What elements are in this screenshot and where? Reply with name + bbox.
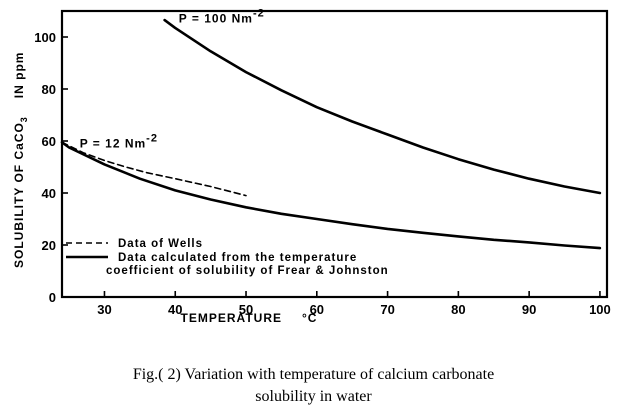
- pressure-annotation-1: P = 100 Nm-2: [179, 8, 265, 26]
- x-axis-title: TEMPERATURE: [181, 311, 282, 325]
- series-line-2-solid: [60, 141, 602, 250]
- pressure-annotation-exponent: -2: [146, 133, 158, 145]
- annotation-layer: P = 100 Nm-2P = 12 Nm-2: [80, 8, 265, 151]
- legend: Data of Wells Data calculated from the t…: [66, 238, 389, 277]
- y-tick-label: 40: [42, 186, 56, 201]
- y-tick-label: 0: [49, 290, 56, 305]
- figure-caption-line1: Fig.( 2) Variation with temperature of c…: [132, 366, 495, 383]
- x-tick-label: 70: [380, 302, 394, 317]
- x-tick-label: 30: [97, 302, 111, 317]
- y-axis-title-subscript: 3: [19, 116, 29, 122]
- figure-caption-line2: solubility in water: [255, 388, 372, 405]
- y-axis-title-main: SOLUBILITY OF CaCO: [12, 122, 26, 268]
- y-axis-title-tail: IN ppm: [12, 52, 26, 99]
- pressure-annotation-exponent: -2: [253, 8, 265, 20]
- series-line-1-solid: [163, 18, 602, 195]
- legend-entry-calculated: Data calculated from the temperature: [118, 252, 357, 264]
- x-axis-unit: °C: [302, 311, 317, 325]
- legend-entry-calculated-line2: coefficient of solubility of Frear & Joh…: [106, 265, 389, 277]
- x-tick-label: 40: [168, 302, 182, 317]
- x-tick-label: 80: [451, 302, 465, 317]
- x-tick-label: 90: [522, 302, 536, 317]
- pressure-annotation-text: P = 100 Nm: [179, 12, 253, 26]
- x-tick-label: 100: [589, 302, 611, 317]
- y-tick-label: 60: [42, 134, 56, 149]
- y-tick-label: 20: [42, 238, 56, 253]
- series-line-3-dashed: [61, 141, 247, 197]
- y-axis-ticks: 0 20 40 60 80 100: [34, 30, 68, 305]
- pressure-annotation-2: P = 12 Nm-2: [80, 133, 158, 151]
- x-tick-label: 60: [310, 302, 324, 317]
- plot-frame: [60, 9, 609, 299]
- x-tick-label: 50: [239, 302, 253, 317]
- pressure-annotation-text: P = 12 Nm: [80, 137, 146, 151]
- legend-entry-wells: Data of Wells: [118, 238, 203, 250]
- y-axis-title: SOLUBILITY OF CaCO3 IN ppm: [12, 52, 29, 268]
- x-axis-ticks: 30 40 50 60 70 80 90 100: [97, 291, 611, 317]
- series-layer: [60, 18, 602, 250]
- y-tick-label: 80: [42, 82, 56, 97]
- y-tick-label: 100: [34, 30, 56, 45]
